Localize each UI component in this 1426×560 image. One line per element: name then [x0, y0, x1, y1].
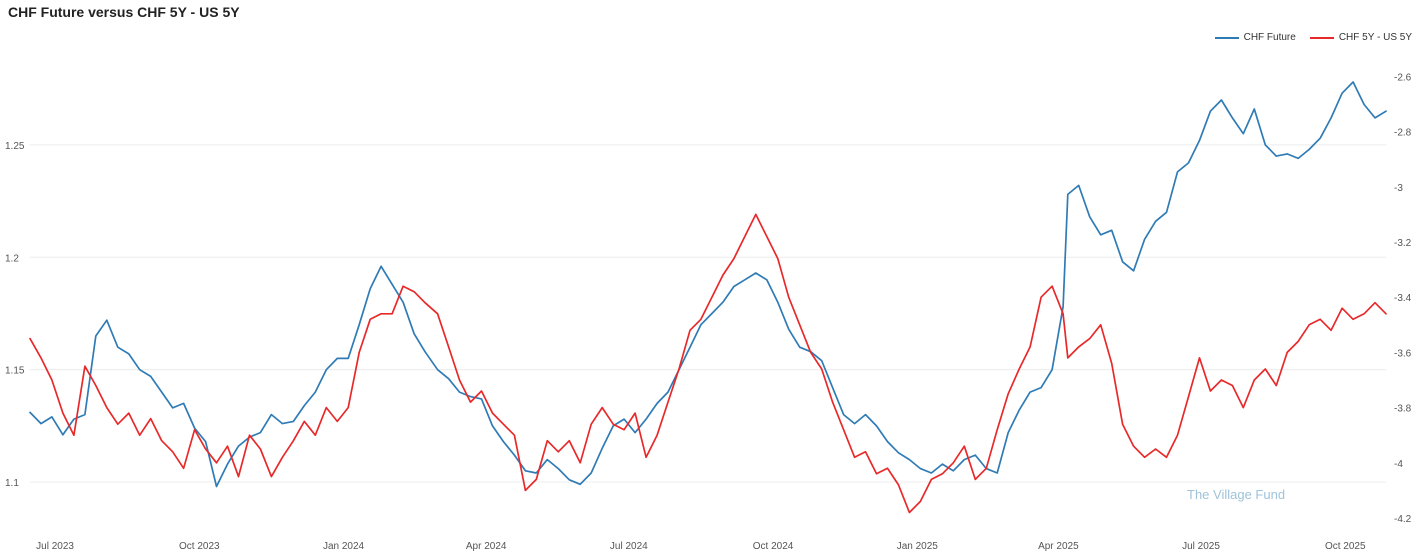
x-tick-label: Apr 2024 — [466, 541, 507, 552]
y-right-tick-label: -4 — [1394, 459, 1403, 470]
chart-title: CHF Future versus CHF 5Y - US 5Y — [8, 4, 240, 20]
y-right-tick-label: -4.2 — [1394, 514, 1412, 525]
x-tick-label: Oct 2025 — [1325, 541, 1366, 552]
legend-label-chf-future: CHF Future — [1243, 32, 1296, 43]
x-tick-label: Oct 2024 — [753, 541, 794, 552]
y-right-tick-label: -3.2 — [1394, 238, 1412, 249]
legend-swatch-spread — [1309, 36, 1334, 39]
y-left-tick-label: 1.25 — [5, 141, 25, 152]
y-left-tick-label: 1.1 — [5, 478, 19, 489]
y-left-tick-label: 1.2 — [5, 253, 19, 264]
x-tick-label: Jul 2023 — [36, 541, 74, 552]
y-right-tick-label: -2.6 — [1394, 72, 1412, 83]
y-right-tick-label: -3.4 — [1394, 293, 1412, 304]
legend: CHF Future CHF 5Y - US 5Y — [1214, 32, 1412, 43]
y-left-tick-label: 1.15 — [5, 366, 25, 377]
series-line-chf-future — [29, 81, 1387, 488]
legend-item-chf-future[interactable]: CHF Future — [1214, 32, 1296, 43]
legend-label-spread: CHF 5Y - US 5Y — [1338, 32, 1412, 43]
x-tick-label: Apr 2025 — [1038, 541, 1079, 552]
y-right-tick-label: -3.8 — [1394, 404, 1412, 415]
x-tick-label: Jan 2025 — [897, 541, 939, 552]
x-tick-label: Jan 2024 — [323, 541, 365, 552]
series-line-chf-5y-us-5y — [29, 213, 1387, 514]
x-tick-label: Jul 2024 — [610, 541, 648, 552]
x-tick-label: Jul 2025 — [1182, 541, 1220, 552]
y-right-tick-label: -3.6 — [1394, 348, 1412, 359]
y-right-tick-label: -3 — [1394, 183, 1403, 194]
x-tick-label: Oct 2023 — [179, 541, 220, 552]
legend-item-spread[interactable]: CHF 5Y - US 5Y — [1309, 32, 1412, 43]
watermark: The Village Fund — [1187, 487, 1286, 502]
y-right-tick-label: -2.8 — [1394, 128, 1412, 139]
legend-swatch-chf-future — [1214, 36, 1239, 39]
